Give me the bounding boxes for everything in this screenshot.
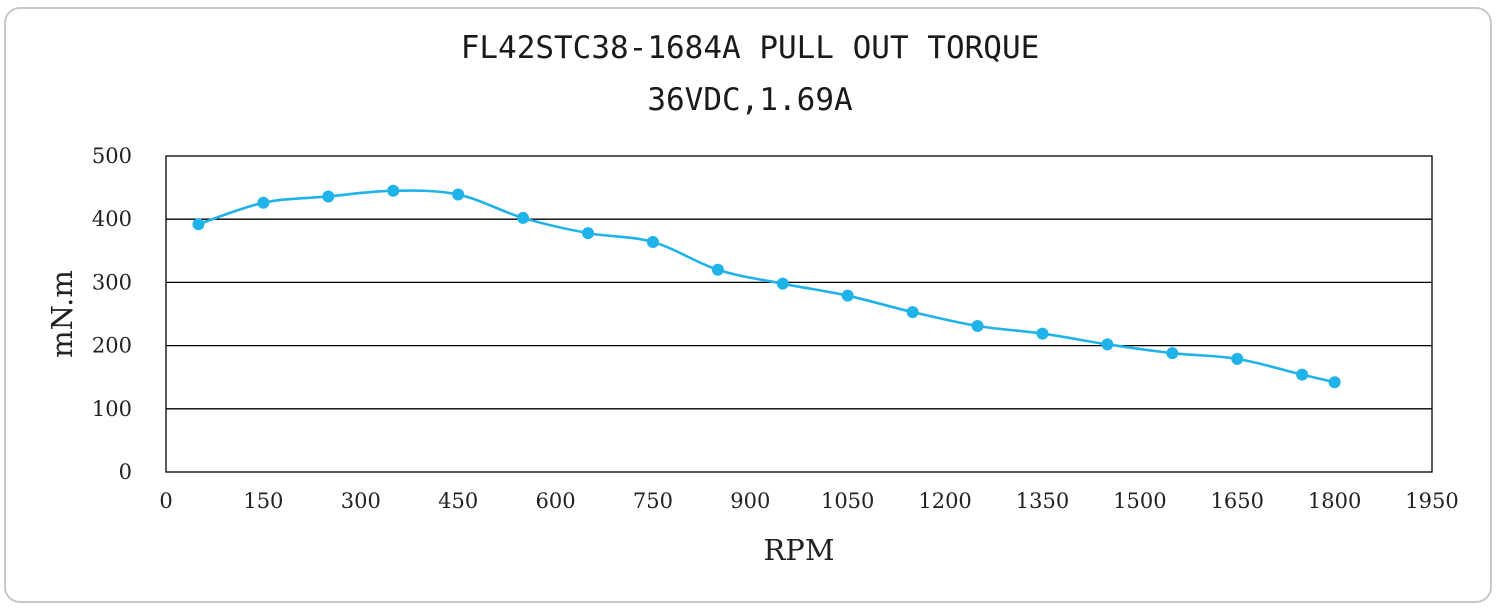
data-point bbox=[841, 289, 854, 302]
y-axis-title: mN.m bbox=[45, 270, 79, 358]
data-point bbox=[452, 188, 465, 201]
data-point bbox=[192, 218, 205, 231]
y-tick-label: 400 bbox=[92, 207, 132, 231]
data-point bbox=[1231, 352, 1244, 365]
data-point bbox=[582, 227, 594, 240]
chart-title: FL42STC38-1684A PULL OUT TORQUE bbox=[460, 30, 1040, 66]
plot-area-border bbox=[165, 155, 1433, 473]
x-axis-title: RPM bbox=[763, 533, 834, 567]
data-point bbox=[387, 184, 400, 197]
y-tick-label: 300 bbox=[92, 270, 132, 294]
data-point bbox=[776, 277, 789, 290]
data-point bbox=[1036, 327, 1049, 340]
data-point bbox=[971, 320, 984, 333]
y-tick-label: 200 bbox=[92, 334, 132, 358]
data-point bbox=[646, 235, 659, 248]
x-tick-label: 1050 bbox=[821, 489, 874, 513]
x-tick-label: 1200 bbox=[918, 489, 971, 513]
x-tick-label: 1350 bbox=[1016, 489, 1069, 513]
x-tick-label: 600 bbox=[535, 489, 575, 513]
y-tick-labels: 0 100 200 300 400 500 bbox=[92, 144, 132, 484]
x-tick-label: 1500 bbox=[1113, 489, 1166, 513]
data-point bbox=[1166, 347, 1179, 360]
series-markers bbox=[192, 184, 1341, 389]
data-point bbox=[1296, 368, 1309, 381]
y-tick-label: 500 bbox=[92, 144, 132, 168]
grid-lines bbox=[166, 218, 1432, 410]
x-tick-label: 300 bbox=[341, 489, 381, 513]
chart-subtitle: 36VDC,1.69A bbox=[647, 82, 853, 118]
data-point bbox=[257, 196, 270, 209]
x-tick-label: 0 bbox=[159, 489, 172, 513]
x-tick-label: 150 bbox=[243, 489, 283, 513]
x-tick-label: 750 bbox=[633, 489, 673, 513]
data-point bbox=[711, 263, 724, 276]
chart-frame bbox=[4, 7, 1492, 603]
data-point bbox=[906, 306, 919, 319]
data-point bbox=[322, 190, 335, 203]
x-tick-label: 1800 bbox=[1308, 489, 1361, 513]
data-point bbox=[517, 211, 530, 224]
x-tick-label: 900 bbox=[730, 489, 770, 513]
y-tick-label: 100 bbox=[92, 397, 132, 421]
x-tick-labels: 0 150 300 450 600 750 900 1050 1200 1350 1500 1650 1… bbox=[159, 489, 1458, 513]
x-tick-label: 450 bbox=[438, 489, 478, 513]
y-tick-label: 0 bbox=[119, 460, 132, 484]
data-point bbox=[1328, 376, 1341, 389]
x-tick-label: 1650 bbox=[1211, 489, 1264, 513]
data-point bbox=[1101, 338, 1114, 351]
x-tick-label: 1950 bbox=[1405, 489, 1458, 513]
